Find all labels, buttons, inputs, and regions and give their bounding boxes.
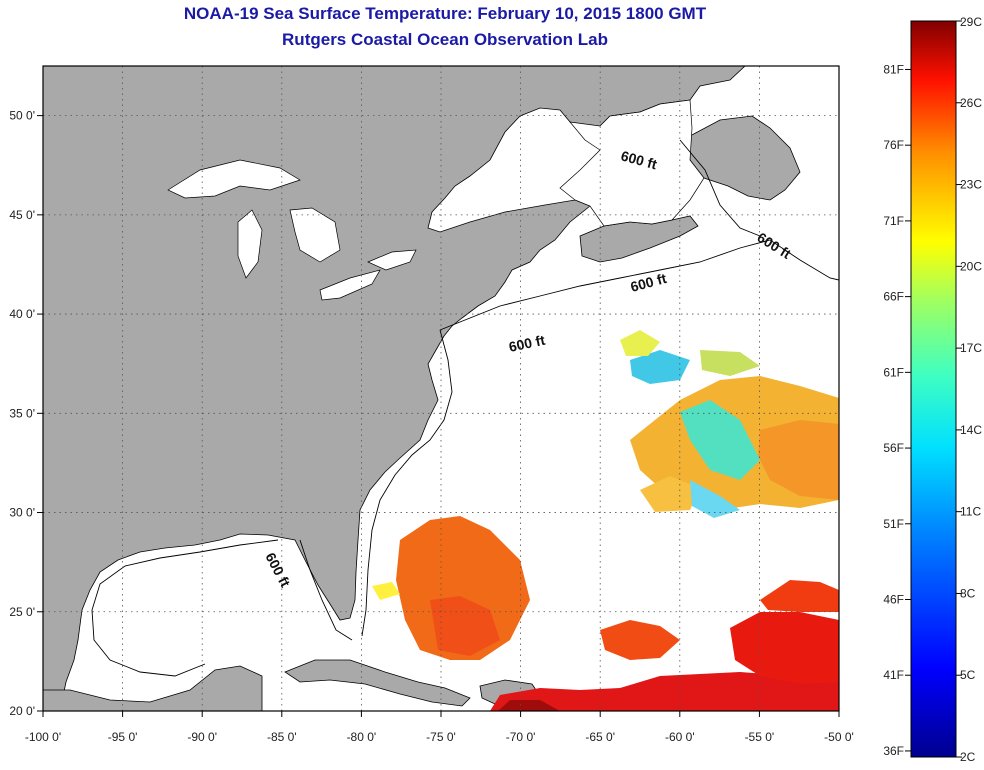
colorbar-celsius-label: 17C (960, 341, 982, 355)
lon-tick-label: -65 0' (585, 730, 615, 744)
lat-tick-label: 50 0' (9, 109, 35, 123)
lat-tick-label: 30 0' (9, 506, 35, 520)
yucatan-land (43, 665, 263, 711)
cuba-land (284, 659, 471, 707)
colorbar-fahrenheit-label: 81F (883, 62, 904, 76)
great-lakes (167, 159, 417, 301)
colorbar-fahrenheit-label: 76F (883, 138, 904, 152)
lat-axis-labels: 20 0' 25 0' 30 0' 35 0' 40 0' 45 0' 50 0' (9, 109, 43, 718)
lon-tick-label: -60 0' (665, 730, 695, 744)
lon-tick-label: -90 0' (187, 730, 217, 744)
colorbar-fahrenheit-label: 56F (883, 441, 904, 455)
colorbar-celsius-label: 26C (960, 96, 982, 110)
isobath-contours (91, 139, 839, 677)
colorbar-fahrenheit-label: 41F (883, 668, 904, 682)
colorbar-celsius-label: 8C (960, 586, 976, 600)
colorbar-fahrenheit-label: 46F (883, 593, 904, 607)
colorbar-celsius-labels: 29C 26C 23C 20C 17C 14C 11C 8C 5C 2C (956, 15, 982, 764)
lat-tick-label: 40 0' (9, 307, 35, 321)
colorbar-celsius-label: 29C (960, 15, 982, 29)
colorbar-fahrenheit-label: 66F (883, 290, 904, 304)
lon-tick-label: -75 0' (426, 730, 456, 744)
north-america-land (43, 66, 746, 711)
lon-axis-labels: -100 0' -95 0' -90 0' -85 0' -80 0' -75 0' -70… (25, 711, 854, 744)
colorbar-fahrenheit-label: 51F (883, 517, 904, 531)
colorbar (910, 20, 957, 758)
lat-tick-label: 25 0' (9, 605, 35, 619)
isobath-label: 600 ft (507, 332, 546, 355)
lon-tick-label: -80 0' (347, 730, 377, 744)
gulf-st-lawrence (559, 99, 705, 227)
grid-lines (43, 66, 839, 711)
colorbar-fahrenheit-labels: 81F 76F 71F 66F 61F 56F 51F 46F 41F 36F (883, 62, 911, 758)
colorbar-fahrenheit-label: 71F (883, 214, 904, 228)
map-subtitle: Rutgers Coastal Ocean Observation Lab (282, 30, 608, 49)
colorbar-celsius-label: 5C (960, 668, 976, 682)
colorbar-celsius-label: 2C (960, 750, 976, 764)
colorbar-fahrenheit-label: 61F (883, 365, 904, 379)
sst-data (372, 330, 839, 711)
colorbar-celsius-label: 14C (960, 423, 982, 437)
lon-tick-label: -50 0' (824, 730, 854, 744)
colorbar-celsius-label: 11C (960, 505, 981, 519)
colorbar-celsius-label: 20C (960, 259, 982, 273)
lat-tick-label: 45 0' (9, 208, 35, 222)
colorbar-celsius-label: 23C (960, 178, 982, 192)
lon-tick-label: -55 0' (745, 730, 775, 744)
lon-tick-label: -95 0' (108, 730, 138, 744)
colorbar-fahrenheit-label: 36F (883, 744, 904, 758)
lon-tick-label: -70 0' (506, 730, 536, 744)
lat-tick-label: 35 0' (9, 406, 35, 420)
lon-tick-label: -85 0' (267, 730, 297, 744)
lon-tick-label: -100 0' (25, 730, 61, 744)
map-title: NOAA-19 Sea Surface Temperature: Februar… (183, 4, 707, 23)
lat-tick-label: 20 0' (9, 704, 35, 718)
